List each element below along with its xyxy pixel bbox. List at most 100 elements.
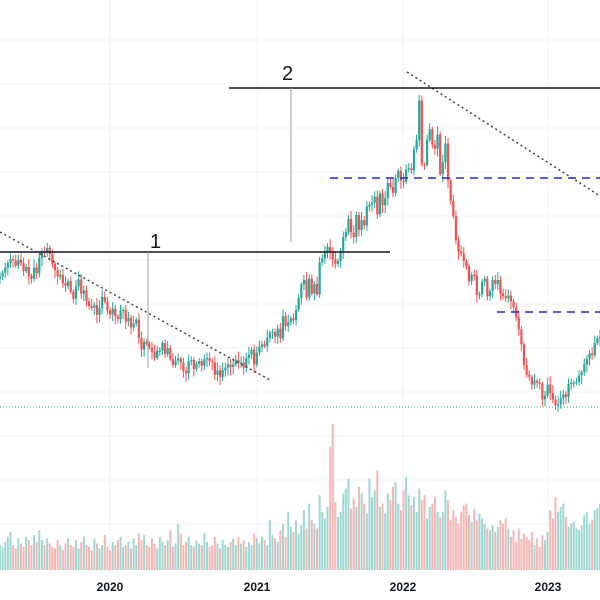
candle-up	[203, 359, 206, 366]
candle-up	[444, 143, 447, 163]
candle-down	[551, 393, 554, 400]
candle-down	[352, 232, 355, 238]
volume-bar	[143, 535, 146, 570]
candle-up	[572, 382, 575, 384]
candle-up	[596, 338, 599, 343]
drawing-annotations: 1 2	[0, 63, 600, 408]
candle-up	[480, 281, 484, 295]
volume-bar	[433, 496, 436, 570]
candle-down	[148, 343, 151, 348]
volume-bar	[447, 500, 450, 570]
candle-up	[271, 331, 274, 334]
candle-up	[585, 358, 588, 365]
volume-bar	[593, 510, 596, 570]
volume-bar	[12, 545, 15, 570]
volume-bar	[525, 536, 528, 570]
candle-up	[577, 375, 581, 382]
candle-up	[326, 246, 329, 252]
candle-down	[467, 266, 471, 282]
candle-up	[318, 262, 321, 295]
volume-bar	[452, 510, 455, 570]
candle-up	[158, 350, 161, 352]
volume-bar	[313, 523, 316, 570]
candle-up	[127, 317, 130, 322]
volume-bar	[263, 540, 266, 570]
volume-bar	[114, 545, 117, 570]
x-axis-background	[0, 572, 600, 600]
candle-down	[541, 383, 544, 400]
volume-bar	[499, 520, 502, 570]
candle-up	[336, 261, 340, 264]
candle-up	[583, 364, 586, 373]
candle-down	[87, 301, 91, 306]
volume-bar	[185, 541, 188, 570]
candle-up	[488, 291, 492, 297]
candle-down	[213, 362, 216, 375]
candle-up	[174, 360, 177, 366]
candle-down	[530, 376, 533, 385]
volume-bar	[449, 520, 452, 570]
volume-bar	[520, 538, 523, 570]
volume-bar	[567, 526, 570, 570]
volume-bar	[276, 541, 279, 570]
candle-down	[137, 319, 140, 338]
volume-bar	[158, 536, 161, 570]
volume-bar	[297, 533, 300, 570]
volume-bar	[292, 531, 295, 570]
candle-down	[114, 308, 117, 317]
volume-bar	[43, 545, 46, 570]
candle-up	[415, 140, 418, 150]
candle-up	[397, 170, 400, 178]
candle-down	[14, 260, 17, 266]
candle-down	[538, 382, 541, 384]
volume-bar	[533, 545, 536, 570]
candle-down	[525, 365, 528, 375]
trendline-dotted-2	[406, 71, 600, 197]
candles	[0, 94, 600, 412]
volume-bar	[357, 487, 360, 570]
volume-bar	[33, 535, 36, 570]
volume-bar	[74, 540, 77, 570]
candle-down	[218, 370, 222, 377]
candle-up	[470, 274, 473, 282]
candle-down	[274, 331, 277, 337]
volume-bar	[140, 540, 143, 570]
candle-up	[281, 316, 285, 339]
chart-grid	[0, 0, 600, 572]
candle-up	[308, 278, 311, 298]
volume-bar	[9, 531, 12, 570]
volume-bar	[368, 478, 371, 570]
candle-down	[357, 214, 361, 230]
candle-up	[82, 290, 85, 294]
volume-bar	[512, 530, 515, 570]
volume-bar	[454, 516, 457, 570]
candle-down	[433, 144, 437, 149]
candle-down	[517, 317, 520, 330]
candle-down	[242, 362, 245, 368]
volume-bar	[35, 541, 38, 570]
volume-bar	[279, 530, 282, 570]
x-tick-label: 2021	[244, 580, 271, 594]
candle-down	[153, 352, 156, 358]
candle-down	[211, 361, 214, 363]
volume-bar	[77, 548, 80, 570]
candle-down	[292, 318, 295, 321]
candle-up	[38, 257, 41, 274]
volume-bar	[336, 516, 339, 570]
volume-bar	[124, 545, 127, 570]
candle-down	[229, 364, 232, 368]
candle-down	[53, 263, 57, 271]
volume-bar	[95, 543, 98, 570]
volume-bar	[384, 513, 387, 570]
candle-down	[61, 274, 64, 284]
volume-bar	[596, 508, 599, 570]
candle-down	[522, 344, 526, 366]
candle-up	[17, 259, 20, 266]
volume-bar	[4, 541, 7, 570]
candle-down	[457, 240, 460, 252]
volume-bar	[250, 545, 253, 570]
candle-up	[580, 372, 583, 376]
candle-down	[486, 278, 489, 297]
volume-bar	[423, 495, 426, 570]
